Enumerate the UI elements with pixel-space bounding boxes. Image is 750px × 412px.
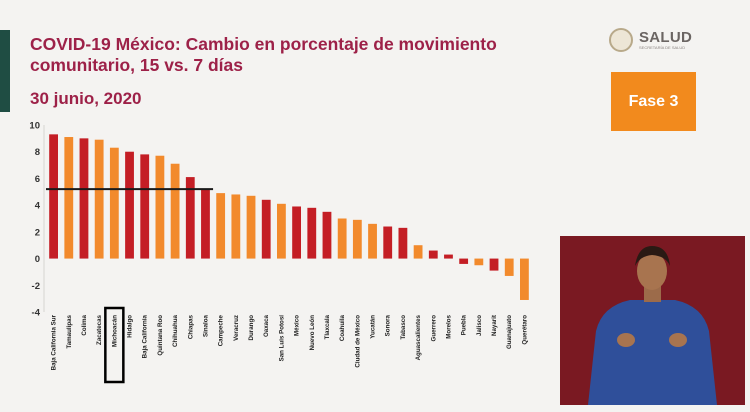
y-tick-label: 2 [35, 227, 40, 238]
x-tick-label: Baja California Sur [51, 314, 58, 370]
y-tick-label: -2 [32, 281, 40, 292]
x-tick-label: Sonora [385, 314, 392, 336]
bar [261, 199, 271, 259]
bar [504, 258, 514, 276]
bar [109, 147, 119, 259]
x-tick-label: México [294, 315, 301, 336]
y-tick-label: 10 [29, 121, 40, 132]
bar [64, 137, 74, 259]
x-tick-label: Michoacán [111, 315, 118, 347]
y-tick-label: 0 [35, 254, 40, 265]
x-tick-label: Nuevo León [309, 315, 316, 351]
highlight-box [104, 306, 125, 384]
y-tick-label: 6 [35, 174, 40, 185]
bar [428, 250, 438, 259]
bar [337, 218, 347, 259]
bar [368, 223, 377, 259]
bar [489, 258, 499, 271]
x-tick-label: Durango [248, 315, 255, 341]
x-tick-label: Tlaxcala [324, 314, 331, 339]
x-tick-label: Zacatecas [96, 314, 103, 344]
x-tick-label: Oaxaca [263, 314, 270, 337]
x-tick-label: San Luis Potosí [278, 315, 285, 362]
mobility-bar-chart: 10 8 6 4 2 0 -2 -4 Baja California Sur Tamaulipa… [29, 121, 529, 384]
x-tick-label: Colima [81, 314, 88, 335]
bar [459, 258, 469, 264]
interpreter-figure [560, 236, 745, 405]
x-tick-label: Campeche [218, 314, 225, 346]
x-tick-label: Querétaro [521, 315, 528, 345]
bar [201, 189, 210, 259]
x-tick-label: Jalisco [476, 315, 483, 336]
x-tick-label: Sinaloa [202, 314, 209, 337]
x-tick-label: Chiapas [187, 314, 194, 339]
x-tick-label: Chihuahua [172, 314, 179, 347]
bar [49, 134, 58, 259]
x-tick-label: Hidalgo [127, 315, 134, 338]
y-tick-label: -4 [32, 308, 41, 319]
x-tick-label: Coahuila [339, 314, 346, 341]
bar [170, 163, 180, 259]
salud-logo: SALUD SECRETARÍA DE SALUD [609, 28, 714, 52]
logo-text: SALUD [639, 29, 693, 46]
y-tick-label: 8 [35, 147, 40, 158]
accent-bar [0, 30, 10, 112]
bar [474, 258, 484, 266]
bar [277, 203, 286, 259]
x-tick-label: Nayarit [491, 315, 498, 336]
bar [140, 154, 150, 259]
bar [307, 207, 317, 259]
national-seal-icon [609, 28, 633, 52]
x-tick-label: Morelos [445, 314, 452, 338]
x-axis-labels: Baja California Sur Tamaulipas Colima Zacat… [51, 314, 529, 370]
x-tick-label: Puebla [461, 314, 468, 335]
x-tick-label: Tamaulipas [66, 314, 73, 348]
x-tick-label: Veracruz [233, 315, 240, 341]
bar [94, 139, 104, 259]
sign-language-interpreter-video [560, 236, 745, 405]
chart-date: 30 junio, 2020 [30, 89, 142, 108]
bar [520, 258, 529, 300]
bar-series [49, 134, 529, 300]
bar [383, 226, 393, 259]
logo-subtext: SECRETARÍA DE SALUD [639, 45, 686, 50]
x-tick-label: Baja California [142, 314, 149, 358]
chart-title: COVID-19 México: Cambio en porcentaje de… [30, 34, 497, 75]
bar [216, 193, 226, 259]
x-tick-label: Tabasco [400, 315, 407, 340]
x-tick-label: Ciudad de México [354, 315, 361, 368]
bar [352, 219, 362, 259]
bar [444, 254, 453, 259]
chart-overlays [46, 188, 214, 384]
bar [292, 206, 301, 259]
bar [246, 195, 256, 259]
x-tick-label: Yucatán [370, 315, 377, 339]
bar [231, 194, 241, 259]
bar [398, 227, 408, 259]
x-tick-label: Quintana Roo [157, 315, 164, 356]
bar [79, 138, 89, 259]
bar [155, 155, 165, 259]
phase-badge: Fase 3 [611, 72, 696, 131]
bar [413, 245, 423, 259]
x-tick-label: Guerrero [430, 315, 437, 342]
y-axis: 10 8 6 4 2 0 -2 -4 [29, 121, 45, 319]
x-tick-label: Aguascalientes [415, 314, 422, 360]
bar [322, 211, 332, 259]
x-tick-label: Guanajuato [506, 315, 513, 349]
bar [125, 151, 134, 259]
bar [185, 177, 195, 259]
y-tick-label: 4 [35, 201, 41, 212]
